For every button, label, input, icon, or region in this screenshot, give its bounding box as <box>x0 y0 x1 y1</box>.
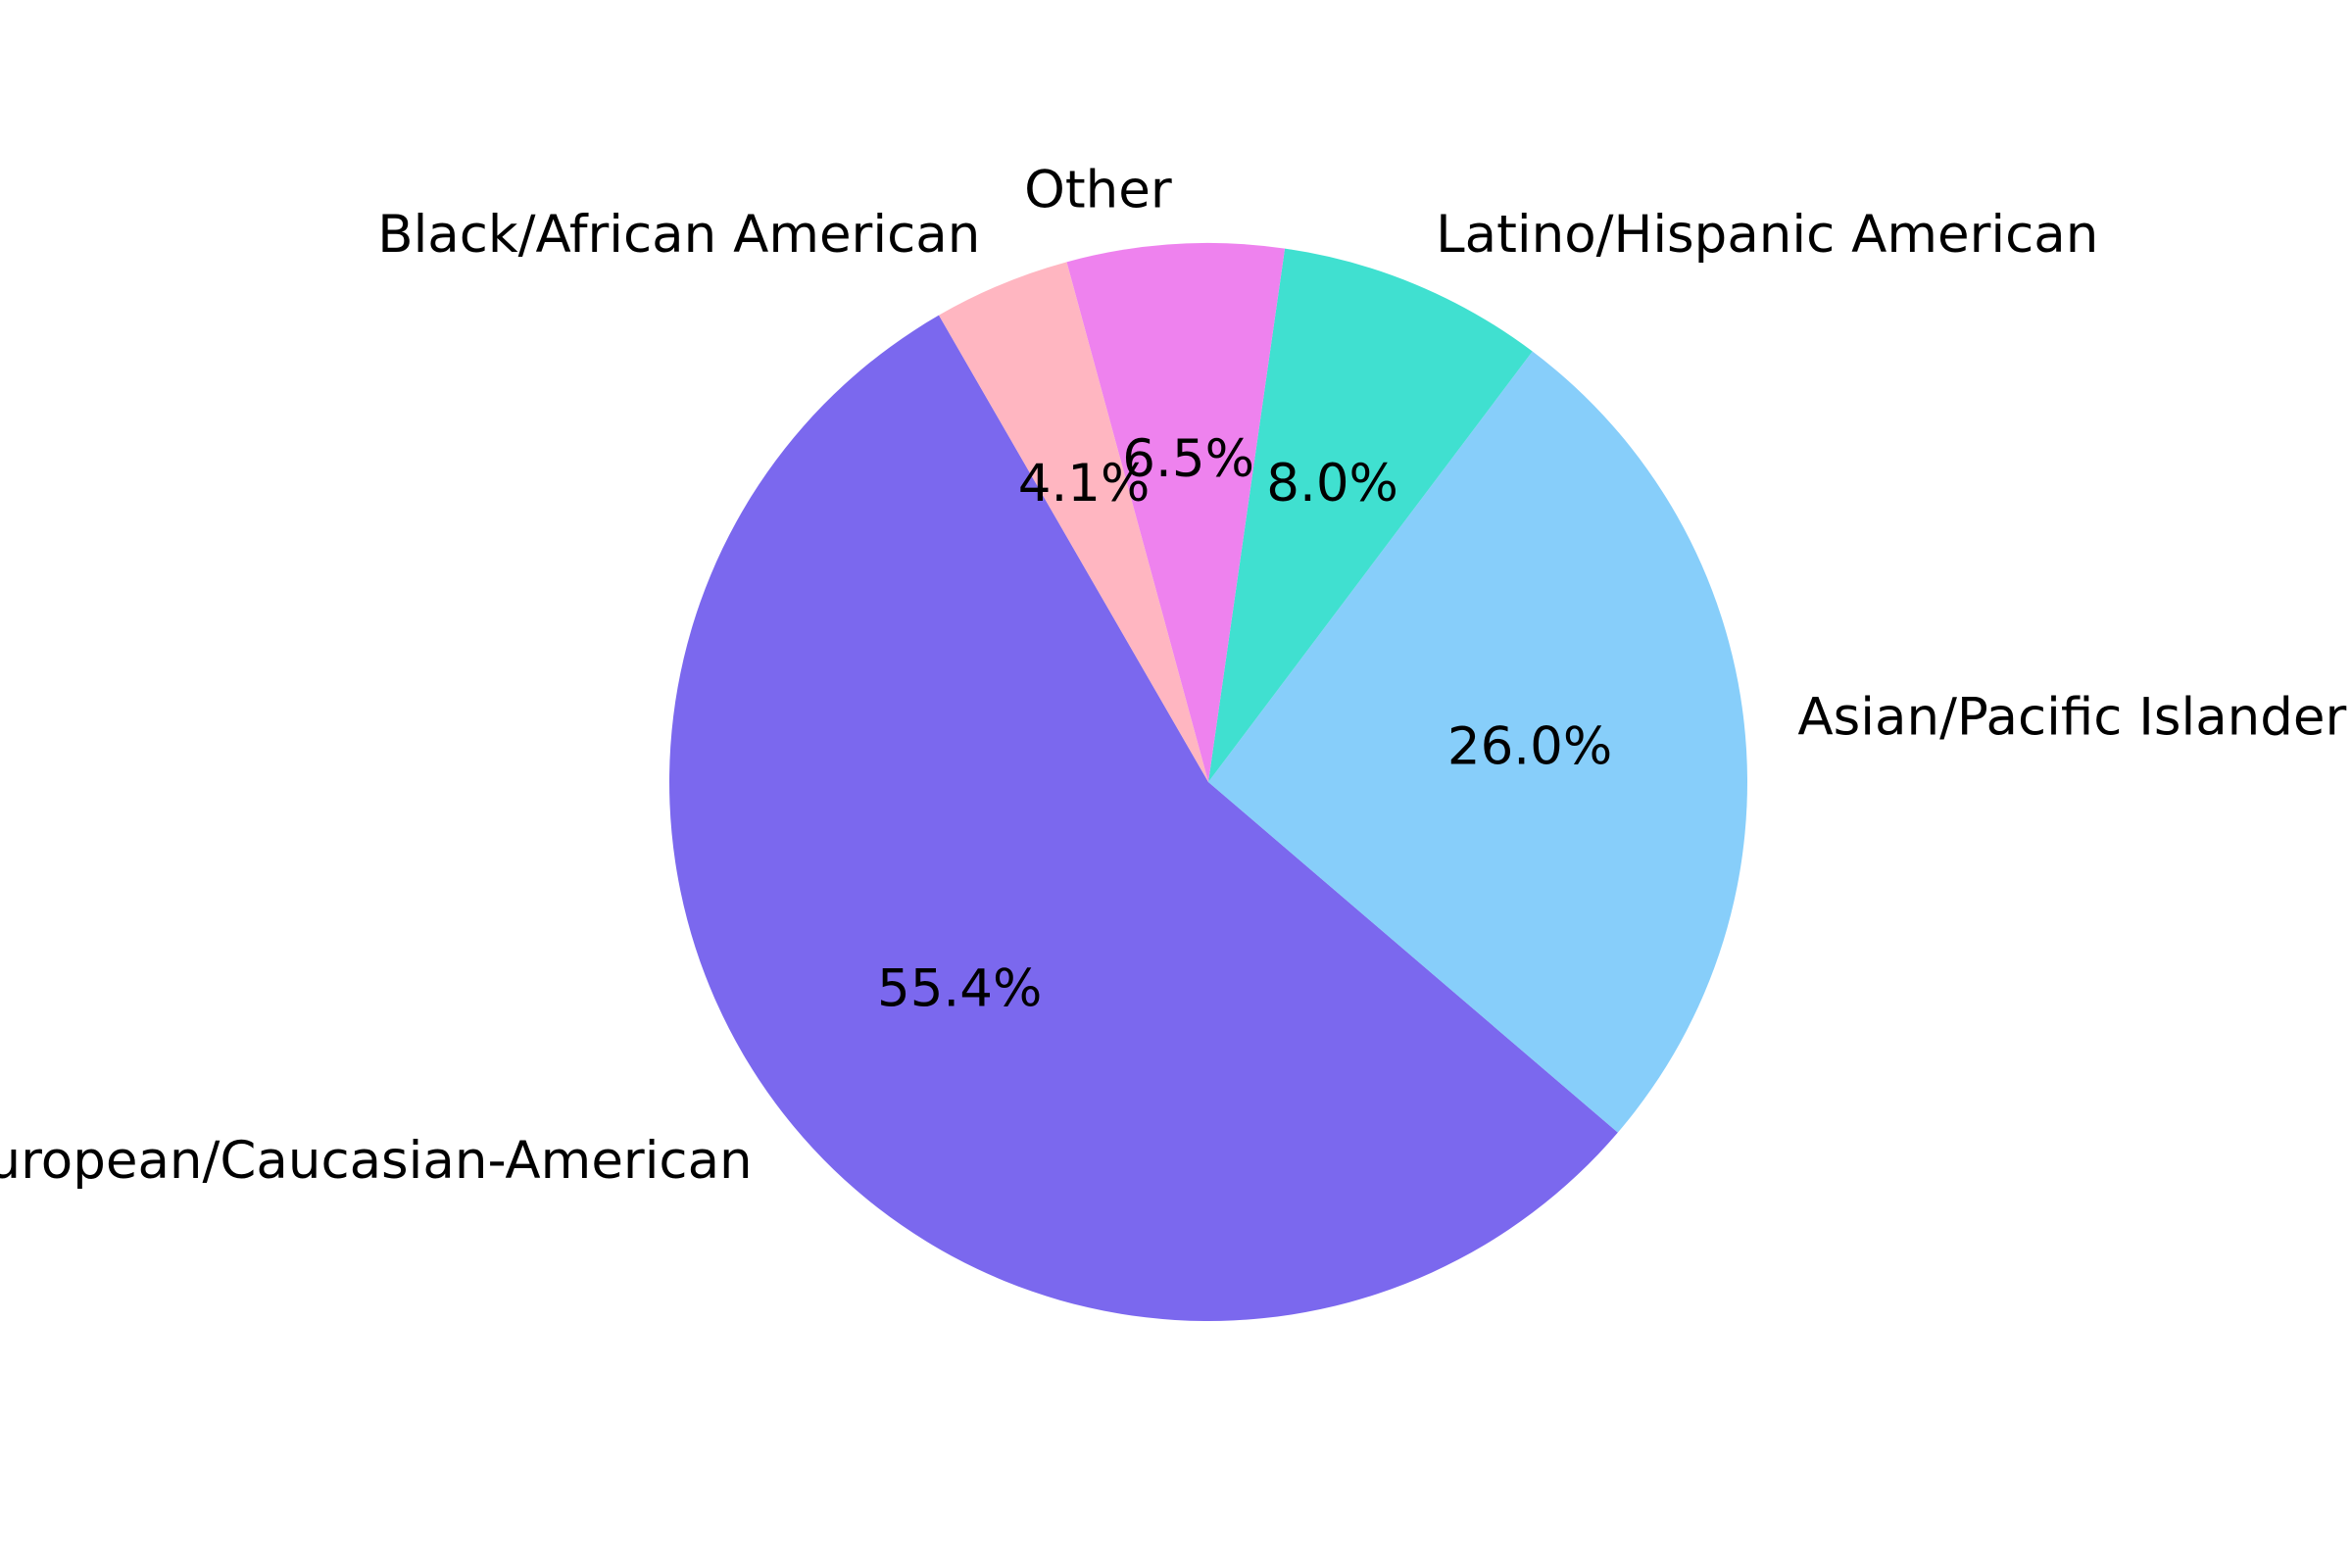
category-labels: European/Caucasian-American Asian/Pacific… <box>0 161 2347 1191</box>
pie-slice <box>1208 351 1747 1133</box>
slice-percentage-label: 4.1% <box>1018 454 1151 514</box>
slice-category-label: European/Caucasian-American <box>0 1131 753 1191</box>
slice-category-label: Black/African American <box>377 205 980 265</box>
pie-slice <box>669 315 1618 1321</box>
slice-category-label: Other <box>1024 161 1172 220</box>
slice-category-label: Latino/Hispanic American <box>1436 205 2098 265</box>
slice-percentage-label: 26.0% <box>1447 717 1612 777</box>
slice-category-label: Asian/Pacific Islander <box>1797 688 2346 748</box>
pie-slice <box>1066 243 1286 783</box>
pie-slice <box>939 262 1208 782</box>
slice-percentage-label: 8.0% <box>1266 454 1398 514</box>
pie-slice <box>1208 248 1533 783</box>
percentage-labels: 55.4% 26.0% 8.0%6.5%4.1% <box>877 429 1612 1018</box>
slice-percentage-label: 55.4% <box>877 958 1042 1018</box>
pie-slices <box>669 243 1747 1321</box>
slice-percentage-label: 6.5% <box>1122 429 1254 489</box>
